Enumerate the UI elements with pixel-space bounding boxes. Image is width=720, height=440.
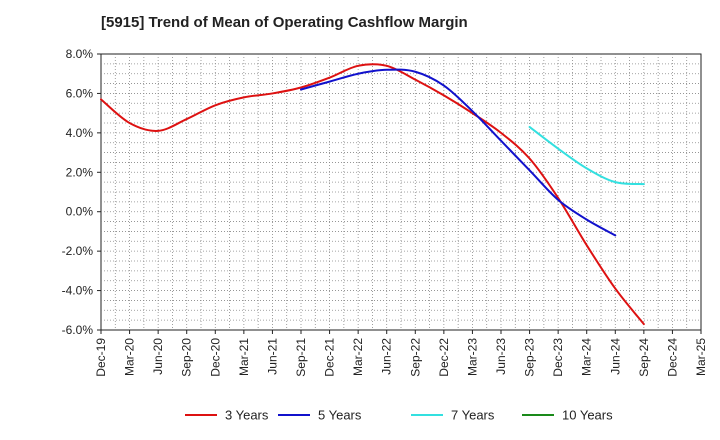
x-tick-label: Sep-21 bbox=[294, 338, 308, 377]
x-tick-label: Dec-23 bbox=[551, 338, 565, 377]
y-tick-label: -6.0% bbox=[62, 323, 94, 337]
x-tick-label: Sep-23 bbox=[523, 338, 537, 377]
series-line-5-years bbox=[300, 68, 617, 237]
y-tick-label: 2.0% bbox=[66, 165, 94, 179]
y-tick-label: 8.0% bbox=[66, 47, 94, 61]
x-tick-label: Mar-22 bbox=[351, 338, 365, 376]
legend-label-5-years: 5 Years bbox=[318, 408, 362, 423]
legend-label-10-years: 10 Years bbox=[562, 408, 613, 423]
series-lines bbox=[100, 63, 645, 326]
x-tick-label: Dec-24 bbox=[665, 338, 679, 377]
x-tick-label: Jun-21 bbox=[265, 338, 279, 375]
legend-label-3-years: 3 Years bbox=[225, 408, 269, 423]
x-tick-label: Dec-21 bbox=[323, 338, 337, 377]
x-tick-label: Mar-24 bbox=[580, 338, 594, 376]
y-tick-label: 0.0% bbox=[66, 205, 94, 219]
x-tick-label: Dec-20 bbox=[208, 338, 222, 377]
series-line-3-years bbox=[100, 63, 645, 326]
x-tick-label: Dec-19 bbox=[94, 338, 108, 377]
grid-lines bbox=[101, 54, 701, 330]
y-tick-label: -4.0% bbox=[62, 284, 94, 298]
x-tick-label: Jun-24 bbox=[608, 338, 622, 375]
y-tick-label: 6.0% bbox=[66, 86, 94, 100]
x-tick-label: Sep-24 bbox=[637, 338, 651, 377]
x-tick-label: Dec-22 bbox=[437, 338, 451, 377]
legend-label-7-years: 7 Years bbox=[451, 408, 495, 423]
chart-title: [5915] Trend of Mean of Operating Cashfl… bbox=[101, 14, 468, 31]
x-tick-label: Mar-25 bbox=[694, 338, 708, 376]
x-tick-label: Sep-20 bbox=[180, 338, 194, 377]
x-tick-label: Mar-23 bbox=[465, 338, 479, 376]
x-tick-label: Mar-20 bbox=[123, 338, 137, 376]
y-tick-label: 4.0% bbox=[66, 126, 94, 140]
x-tick-label: Mar-21 bbox=[237, 338, 251, 376]
x-tick-label: Jun-23 bbox=[494, 338, 508, 375]
legend: 3 Years 5 Years 7 Years 10 Years bbox=[185, 408, 613, 423]
x-tick-label: Jun-22 bbox=[380, 338, 394, 375]
y-tick-label: -2.0% bbox=[62, 244, 94, 258]
series-line-7-years bbox=[528, 125, 645, 186]
x-tick-label: Sep-22 bbox=[408, 338, 422, 377]
x-tick-label: Jun-20 bbox=[151, 338, 165, 375]
axes: 8.0% 6.0% 4.0% 2.0% 0.0% -2.0% -4.0% -6.0%Dec-1… bbox=[62, 47, 708, 377]
